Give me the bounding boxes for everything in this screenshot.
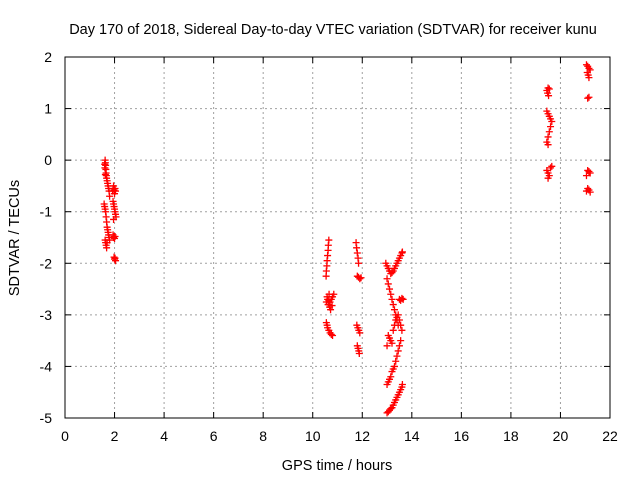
data-point <box>586 169 594 177</box>
data-point <box>112 257 120 265</box>
data-point <box>322 272 330 280</box>
x-tick-label: 8 <box>259 428 267 444</box>
data-point <box>545 128 553 136</box>
x-tick-label: 2 <box>111 428 119 444</box>
data-point <box>585 64 593 72</box>
data-point <box>392 357 400 365</box>
data-point <box>384 280 392 288</box>
data-point <box>112 187 120 195</box>
data-point <box>398 294 406 302</box>
data-point <box>585 93 593 101</box>
data-point <box>398 326 406 334</box>
chart-title: Day 170 of 2018, Sidereal Day-to-day VTE… <box>69 22 597 38</box>
data-point <box>386 285 394 293</box>
data-point <box>582 61 590 69</box>
data-point <box>101 164 109 172</box>
data-point <box>393 352 401 360</box>
data-point <box>325 290 333 298</box>
data-point <box>101 171 109 179</box>
data-point <box>388 339 396 347</box>
data-point <box>398 380 406 388</box>
data-point <box>387 290 395 298</box>
x-tick-label: 22 <box>602 428 618 444</box>
data-point <box>383 342 391 350</box>
data-point <box>353 244 361 252</box>
x-tick-label: 12 <box>354 428 370 444</box>
y-axis-label: SDTVAR / TECUs <box>7 180 23 296</box>
data-point <box>355 259 363 267</box>
x-tick-label: 20 <box>553 428 569 444</box>
data-point <box>584 94 592 102</box>
data-point <box>544 174 552 182</box>
data-point <box>398 248 406 256</box>
x-tick-label: 10 <box>305 428 321 444</box>
y-tick-label: 1 <box>44 101 52 117</box>
y-tick-label: -4 <box>40 358 53 374</box>
data-point <box>547 123 555 131</box>
data-point <box>582 172 590 180</box>
y-tick-label: -1 <box>40 204 53 220</box>
data-point <box>390 321 398 329</box>
y-tick-label: 0 <box>44 152 52 168</box>
data-point <box>389 301 397 309</box>
data-point <box>395 342 403 350</box>
x-axis-label: GPS time / hours <box>282 458 392 474</box>
data-point <box>329 331 337 339</box>
data-point <box>355 350 363 358</box>
y-tick-label: 2 <box>44 49 52 65</box>
data-point <box>356 275 364 283</box>
data-point <box>388 295 396 303</box>
data-point <box>328 302 336 310</box>
data-point <box>106 192 114 200</box>
x-tick-label: 16 <box>454 428 470 444</box>
data-point <box>388 368 396 376</box>
data-point <box>356 329 364 337</box>
data-point <box>110 215 118 223</box>
data-point <box>548 162 556 170</box>
data-point <box>387 405 395 413</box>
x-tick-label: 6 <box>210 428 218 444</box>
data-point <box>585 74 593 82</box>
data-point <box>327 330 335 338</box>
data-points <box>100 61 594 417</box>
data-point <box>397 337 405 345</box>
data-point <box>389 326 397 334</box>
data-point <box>548 117 556 125</box>
data-point <box>103 239 111 247</box>
data-point <box>399 295 407 303</box>
plot-frame <box>64 56 611 419</box>
data-point <box>586 66 594 74</box>
data-point <box>394 347 402 355</box>
data-point <box>547 164 555 172</box>
data-point <box>545 85 553 93</box>
data-point <box>388 269 396 277</box>
data-point <box>544 133 552 141</box>
data-point <box>582 187 590 195</box>
data-point <box>586 188 594 196</box>
y-tick-label: -5 <box>40 410 53 426</box>
x-tick-label: 14 <box>404 428 420 444</box>
data-point <box>545 92 553 100</box>
data-point <box>111 232 119 240</box>
data-point <box>383 380 391 388</box>
x-tick-label: 4 <box>160 428 168 444</box>
data-point <box>544 141 552 149</box>
data-point <box>390 306 398 314</box>
data-point <box>394 311 402 319</box>
x-tick-label: 0 <box>61 428 69 444</box>
data-point <box>585 167 593 175</box>
data-point <box>357 274 365 282</box>
grid <box>65 57 610 418</box>
x-tick-label: 18 <box>503 428 519 444</box>
y-tick-label: -3 <box>40 307 53 323</box>
data-point <box>327 306 335 314</box>
y-tick-label: -2 <box>40 255 53 271</box>
data-point <box>397 321 405 329</box>
data-point <box>395 316 403 324</box>
data-point <box>383 275 391 283</box>
data-point <box>353 249 361 257</box>
